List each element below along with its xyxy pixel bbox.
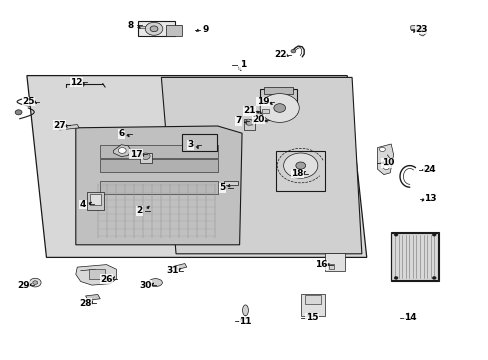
Text: 22: 22 [273,50,286,59]
Bar [244,119,254,130]
Polygon shape [113,145,131,157]
Text: 12: 12 [70,77,82,86]
Polygon shape [76,126,242,245]
Text: 6: 6 [118,129,124,138]
Text: 26: 26 [100,274,113,284]
Text: 2: 2 [136,206,142,215]
Ellipse shape [148,279,162,287]
Polygon shape [76,265,116,285]
Bar [305,295,320,304]
Circle shape [150,26,158,32]
Bar [262,109,269,113]
Text: 1: 1 [240,60,245,69]
Polygon shape [161,77,361,254]
Circle shape [393,233,397,236]
Bar [140,153,151,163]
Text: 10: 10 [381,158,393,167]
Polygon shape [377,144,393,175]
Text: 11: 11 [239,317,251,325]
Text: 17: 17 [129,150,142,158]
Text: 18: 18 [290,169,303,178]
Text: 29: 29 [17,281,30,289]
Polygon shape [416,28,422,31]
Bar [276,151,325,191]
Circle shape [247,118,249,120]
Polygon shape [176,264,186,269]
Bar [100,181,217,194]
Circle shape [431,233,435,236]
Text: 31: 31 [165,266,178,275]
Text: 28: 28 [79,299,92,307]
Text: 19: 19 [256,97,269,106]
Circle shape [251,119,253,121]
Text: 16: 16 [315,260,327,269]
Text: 25: 25 [22,97,35,106]
Bar [166,25,182,36]
Polygon shape [58,125,79,130]
Text: 5: 5 [219,184,225,192]
Circle shape [244,123,246,125]
Circle shape [251,124,253,126]
Circle shape [290,49,295,53]
Bar [100,159,217,172]
Bar [224,181,238,185]
Circle shape [379,147,385,152]
Text: 21: 21 [243,107,255,115]
Circle shape [29,278,41,287]
Bar [87,192,103,210]
Circle shape [245,120,253,125]
Text: 27: 27 [53,121,66,130]
Text: 23: 23 [414,25,427,34]
Bar [139,26,144,28]
Text: 15: 15 [305,313,318,322]
Polygon shape [410,25,426,36]
Bar [328,264,334,269]
Ellipse shape [242,305,248,316]
Text: 13: 13 [423,194,436,203]
Text: 7: 7 [235,116,242,125]
Bar [325,253,344,271]
Text: 4: 4 [80,200,86,209]
Circle shape [431,276,435,279]
Bar [264,87,293,94]
Bar [260,89,296,112]
Text: 3: 3 [187,140,193,149]
Bar [390,233,437,280]
Polygon shape [27,76,366,257]
Bar [89,269,104,279]
Bar [182,134,216,151]
Bar [301,294,324,316]
Text: 8: 8 [128,21,134,30]
Circle shape [244,120,246,122]
Polygon shape [85,294,100,300]
Circle shape [260,94,299,122]
Circle shape [15,110,22,115]
Circle shape [383,165,388,170]
Bar [90,194,101,205]
Bar [138,21,175,36]
Circle shape [145,22,163,35]
Circle shape [252,122,254,123]
Circle shape [283,153,317,178]
Circle shape [33,281,38,284]
Bar [390,232,438,281]
Text: 20: 20 [251,115,264,124]
Circle shape [247,125,249,126]
Text: 30: 30 [139,281,152,289]
Circle shape [118,148,126,153]
Text: 14: 14 [404,313,416,322]
Circle shape [273,104,285,112]
Bar [100,145,217,158]
Circle shape [141,153,150,159]
Text: 9: 9 [202,25,208,34]
Circle shape [393,276,397,279]
Text: 24: 24 [422,165,435,174]
Circle shape [295,162,305,169]
